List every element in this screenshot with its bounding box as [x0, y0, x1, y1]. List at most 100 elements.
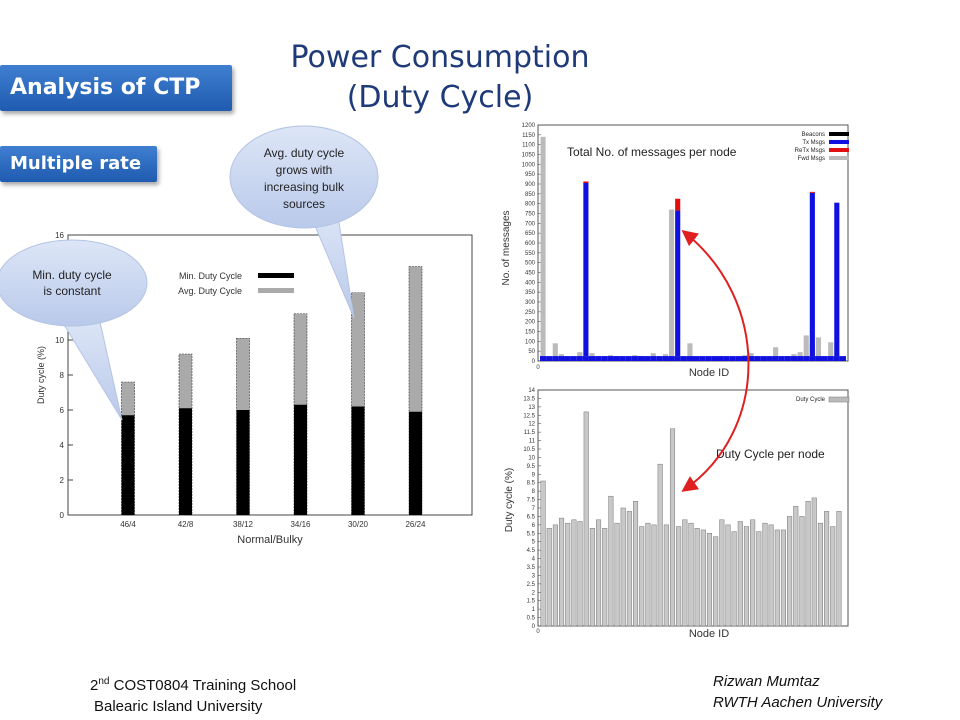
duty-node-bar — [799, 516, 805, 627]
messages-y-tick-label: 750 — [525, 212, 536, 218]
duty-y-tick-label: 9 — [532, 472, 536, 478]
duty-node-bar — [830, 526, 836, 627]
duty-y-axis: 00.511.522.533.544.555.566.577.588.599.5… — [523, 388, 541, 630]
duty-node-bar — [620, 507, 626, 627]
min-duty-bar — [236, 410, 250, 515]
beacon-bar — [711, 356, 718, 361]
duty-node-bar — [762, 522, 768, 627]
duty-y-tick-label: 4 — [532, 557, 536, 563]
duty-y-tick-label: 0.5 — [527, 616, 536, 622]
duty-y-tick-label: 5.5 — [527, 531, 536, 537]
beacon-bar — [815, 356, 822, 361]
beacon-bar — [729, 356, 736, 361]
beacon-bar — [674, 356, 681, 361]
duty-node-bar — [571, 519, 577, 627]
beacon-bar — [656, 356, 663, 361]
beacon-bar — [668, 356, 675, 361]
duty-node-bar — [540, 480, 546, 627]
fwd-bar — [540, 136, 546, 361]
duty-y-tick-label: 5 — [532, 540, 536, 546]
duty-y-tick-label: 11.5 — [524, 430, 536, 436]
beacon-bar — [735, 356, 742, 361]
duty-y-tick-label: 2.5 — [527, 582, 536, 588]
left-x-axis: 46/4 42/8 38/12 34/16 30/20 26/24 — [120, 520, 426, 529]
tx-bar — [583, 183, 589, 357]
duty-y-tick-label: 1.5 — [527, 599, 536, 605]
retx-bar — [675, 198, 681, 211]
legend-duty-swatch — [828, 396, 850, 403]
messages-y-tick-label: 1150 — [522, 133, 536, 139]
analysis-tag: Analysis of CTP — [0, 65, 232, 111]
title-line2: (Duty Cycle) — [346, 80, 534, 115]
footer-school: 2nd COST0804 Training School — [90, 671, 296, 696]
footer-right: Rizwan Mumtaz RWTH Aachen University — [713, 671, 882, 713]
duty-per-node-label: Duty Cycle per node — [716, 447, 825, 461]
left-y-label: Duty cycle (%) — [36, 346, 46, 404]
messages-x-tick-0: 0 — [536, 365, 540, 371]
beacon-bar — [601, 356, 608, 361]
beacon-bar — [546, 356, 553, 361]
messages-y-tick-label: 150 — [525, 330, 536, 336]
duty-node-bar — [805, 501, 811, 627]
duty-y-tick-label: 10.5 — [523, 447, 535, 453]
legend-tx-swatch — [829, 140, 849, 144]
min-duty-bar — [121, 415, 135, 515]
duty-y-label: Duty cycle (%) — [504, 468, 515, 532]
footer-school-name: COST0804 Training School — [109, 677, 297, 694]
duty-y-tick-label: 8 — [532, 489, 536, 495]
duty-node-bar — [682, 519, 688, 627]
tx-bar — [675, 210, 681, 357]
duty-y-tick-label: 6.5 — [527, 514, 536, 520]
duty-y-tick-label: 2 — [532, 590, 536, 596]
fwd-bar — [669, 209, 675, 361]
callout-avg-line3: increasing bulk — [264, 180, 345, 194]
beacon-bar — [784, 356, 791, 361]
duty-node-bar — [552, 524, 558, 627]
total-messages-label: Total No. of messages per node — [567, 145, 737, 159]
beacon-bar — [723, 356, 730, 361]
duty-y-tick-label: 8.5 — [527, 481, 536, 487]
beacon-bar — [833, 356, 840, 361]
messages-y-tick-label: 1050 — [522, 153, 536, 159]
messages-y-tick-label: 800 — [525, 202, 536, 208]
messages-y-tick-label: 450 — [525, 271, 536, 277]
duty-node-bar — [676, 526, 682, 627]
duty-bars — [540, 411, 842, 627]
duty-node-bar — [559, 517, 565, 627]
beacon-bar — [564, 356, 571, 361]
retx-bar — [809, 191, 815, 193]
retx-bar — [583, 181, 589, 184]
beacon-bar — [607, 356, 614, 361]
duty-node-bar — [688, 522, 694, 627]
beacon-bar — [790, 356, 798, 361]
callout-avg-bubble — [229, 125, 379, 229]
footer-author: Rizwan Mumtaz — [713, 673, 820, 690]
duty-y-tick-label: 3.5 — [527, 565, 536, 571]
beacon-bar — [821, 356, 828, 361]
footer-ordinal-sup: nd — [98, 676, 110, 687]
beacon-bar — [558, 356, 565, 361]
multiple-rate-tag: Multiple rate — [0, 146, 157, 182]
legend-min-label: Min. Duty Cycle — [179, 271, 242, 281]
min-duty-bar — [179, 408, 192, 515]
left-x-tick-label: 34/16 — [290, 520, 311, 529]
duty-node-bar — [700, 529, 706, 627]
beacon-bar — [693, 356, 700, 361]
beacon-bar — [754, 356, 761, 361]
duty-node-bar — [787, 516, 793, 627]
legend-fwd-swatch — [829, 156, 849, 160]
beacon-bar — [686, 356, 693, 361]
messages-y-tick-label: 1100 — [522, 143, 536, 149]
messages-y-tick-label: 250 — [525, 310, 536, 316]
callout-avg-line2: grows with — [276, 163, 333, 177]
duty-y-tick-label: 11 — [529, 439, 536, 445]
duty-per-node-chart: 00.511.522.533.544.555.566.577.588.599.5… — [504, 388, 850, 640]
duty-node-bar — [811, 497, 817, 627]
legend-avg-swatch — [258, 288, 294, 293]
duty-node-bar — [645, 522, 651, 627]
beacon-bar — [595, 356, 602, 361]
duty-x-tick-0: 0 — [536, 629, 540, 635]
fwd-bar — [803, 335, 809, 361]
duty-node-bar — [737, 521, 743, 627]
beacon-bar — [772, 356, 779, 361]
